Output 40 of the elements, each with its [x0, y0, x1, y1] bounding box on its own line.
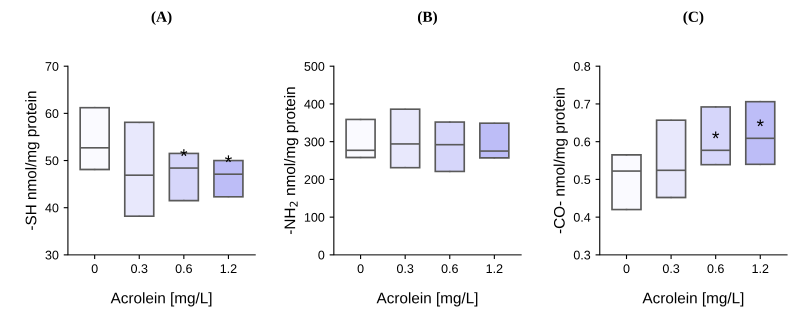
y-tick-label: 400 — [304, 100, 324, 109]
annotation: * — [712, 132, 720, 138]
y-tick-label: 500 — [304, 62, 324, 71]
annotation: * — [756, 119, 764, 126]
x-tick-label: 0.6 — [442, 264, 458, 274]
y-tick-label: 300 — [304, 137, 324, 146]
y-tick-label: 0.7 — [574, 100, 590, 109]
x-tick-label: 1.2 — [486, 264, 502, 273]
x-tick-label: 0.3 — [396, 264, 414, 274]
y-axis-title: -SH nmol/mg protein — [25, 91, 40, 230]
y-tick-label: 0.3 — [574, 250, 590, 260]
x-tick-label: 1.2 — [752, 264, 768, 273]
y-tick-label: 50 — [45, 156, 58, 166]
y-tick-label: 0.5 — [574, 175, 590, 184]
x-axis-title: Acrolein [mg/L] — [110, 292, 212, 306]
y-tick-label: 60 — [46, 109, 58, 118]
x-axis-title: Acrolein [mg/L] — [642, 292, 744, 306]
y-axis-title: -NH$_{2}$ nmol/mg protein — [284, 87, 298, 234]
x-tick-label: 0.3 — [131, 264, 148, 274]
x-tick-label: 0.6 — [176, 264, 192, 274]
chart-title: (B) — [418, 11, 437, 26]
y-tick-label: 0.6 — [574, 137, 590, 146]
chart-title: (A) — [152, 11, 172, 26]
y-tick-label: 0.8 — [574, 62, 590, 71]
y-axis-title: -CO- nmol/mg protein — [554, 88, 568, 234]
chart-title: (C) — [683, 11, 704, 26]
y-tick-label: 100 — [304, 212, 324, 222]
y-tick-label: 30 — [45, 250, 58, 260]
y-tick-label: 40 — [45, 204, 58, 212]
x-tick-label: 0 — [624, 264, 630, 274]
x-tick-label: 0.3 — [662, 264, 680, 274]
y-tick-label: 200 — [304, 175, 324, 184]
y-tick-label: 70 — [46, 62, 58, 71]
y-tick-label: 0.4 — [574, 212, 590, 222]
x-tick-label: 0 — [92, 264, 98, 274]
x-tick-label: 1.2 — [220, 264, 236, 273]
x-tick-label: 0.6 — [707, 264, 724, 274]
y-tick-label: 0 — [318, 250, 324, 260]
x-axis-title: Acrolein [mg/L] — [376, 292, 478, 306]
x-tick-label: 0 — [358, 264, 364, 274]
